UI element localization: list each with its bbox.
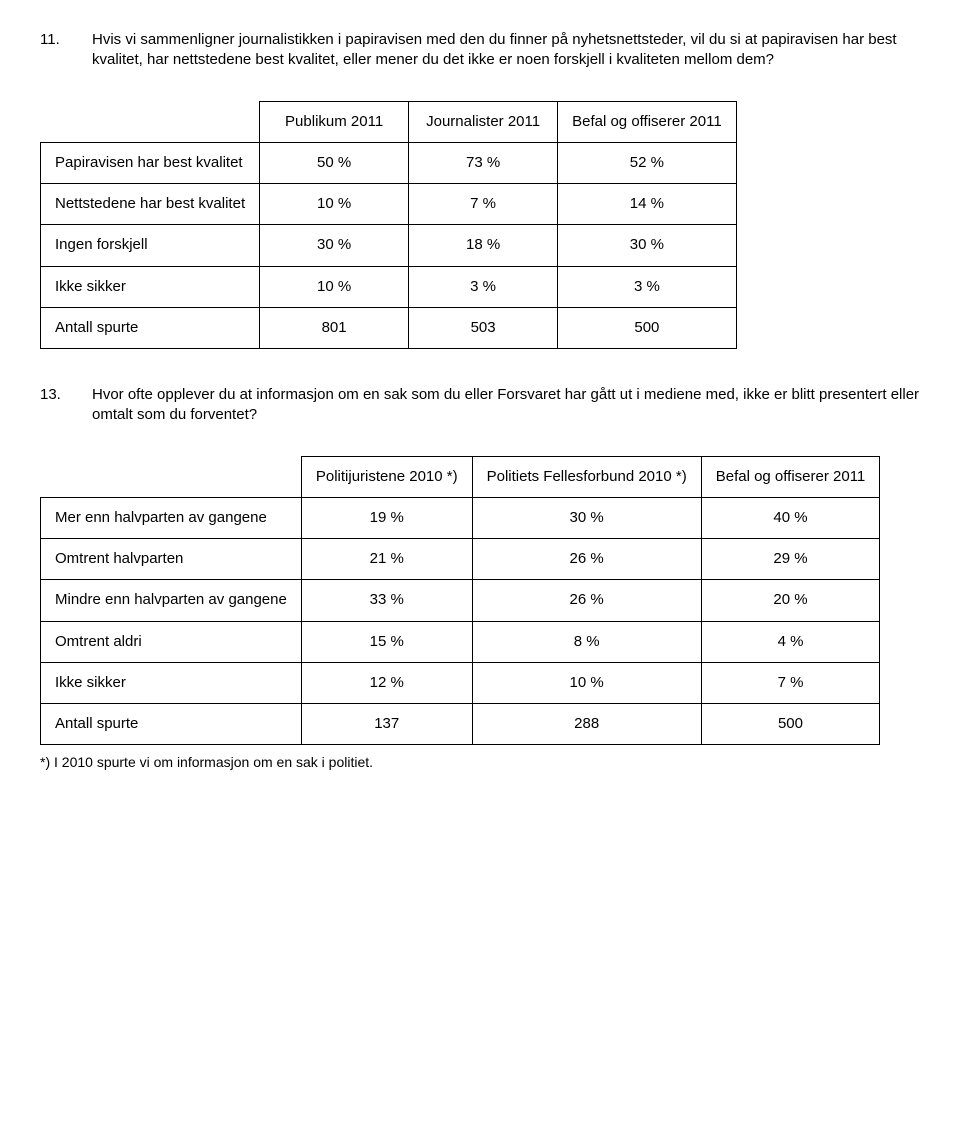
row-label: Omtrent halvparten [41,539,302,580]
question-number: 11. [40,30,68,71]
footnote: *) I 2010 spurte vi om informasjon om en… [40,753,920,772]
question-number: 13. [40,385,68,426]
question-11: 11. Hvis vi sammenligner journalistikken… [40,30,920,71]
table-q11: Publikum 2011 Journalister 2011 Befal og… [40,101,737,350]
row-label: Papiravisen har best kvalitet [41,142,260,183]
row-label: Antall spurte [41,307,260,348]
cell: 4 % [701,621,880,662]
cell: 10 % [260,184,409,225]
cell: 3 % [409,266,558,307]
cell: 500 [701,704,880,745]
cell: 73 % [409,142,558,183]
cell: 503 [409,307,558,348]
row-label: Antall spurte [41,704,302,745]
question-13: 13. Hvor ofte opplever du at informasjon… [40,385,920,426]
cell: 7 % [701,662,880,703]
cell: 52 % [558,142,737,183]
cell: 40 % [701,497,880,538]
col-header: Befal og offiserer 2011 [701,456,880,497]
cell: 30 % [260,225,409,266]
table-row: Ingen forskjell 30 % 18 % 30 % [41,225,737,266]
cell: 8 % [472,621,701,662]
cell: 26 % [472,580,701,621]
cell: 19 % [301,497,472,538]
cell: 30 % [558,225,737,266]
cell: 15 % [301,621,472,662]
table-corner [41,101,260,142]
row-label: Nettstedene har best kvalitet [41,184,260,225]
cell: 10 % [260,266,409,307]
cell: 137 [301,704,472,745]
cell: 21 % [301,539,472,580]
table-row: Omtrent halvparten 21 % 26 % 29 % [41,539,880,580]
cell: 20 % [701,580,880,621]
col-header: Befal og offiserer 2011 [558,101,737,142]
cell: 12 % [301,662,472,703]
cell: 801 [260,307,409,348]
table-q13: Politijuristene 2010 *) Politiets Felles… [40,456,880,746]
row-label: Ikke sikker [41,266,260,307]
table-corner [41,456,302,497]
table-row: Antall spurte 137 288 500 [41,704,880,745]
table-row: Ikke sikker 10 % 3 % 3 % [41,266,737,307]
table-row: Mindre enn halvparten av gangene 33 % 26… [41,580,880,621]
table-row: Mer enn halvparten av gangene 19 % 30 % … [41,497,880,538]
cell: 288 [472,704,701,745]
cell: 3 % [558,266,737,307]
table-row: Antall spurte 801 503 500 [41,307,737,348]
cell: 29 % [701,539,880,580]
question-text: Hvis vi sammenligner journalistikken i p… [92,30,920,71]
col-header: Politiets Fellesforbund 2010 *) [472,456,701,497]
table-row: Omtrent aldri 15 % 8 % 4 % [41,621,880,662]
table-row: Nettstedene har best kvalitet 10 % 7 % 1… [41,184,737,225]
col-header: Publikum 2011 [260,101,409,142]
cell: 50 % [260,142,409,183]
row-label: Ingen forskjell [41,225,260,266]
row-label: Omtrent aldri [41,621,302,662]
cell: 26 % [472,539,701,580]
cell: 14 % [558,184,737,225]
table-row: Papiravisen har best kvalitet 50 % 73 % … [41,142,737,183]
cell: 33 % [301,580,472,621]
row-label: Ikke sikker [41,662,302,703]
cell: 500 [558,307,737,348]
col-header: Politijuristene 2010 *) [301,456,472,497]
row-label: Mer enn halvparten av gangene [41,497,302,538]
cell: 30 % [472,497,701,538]
cell: 10 % [472,662,701,703]
row-label: Mindre enn halvparten av gangene [41,580,302,621]
table-row: Ikke sikker 12 % 10 % 7 % [41,662,880,703]
col-header: Journalister 2011 [409,101,558,142]
cell: 7 % [409,184,558,225]
cell: 18 % [409,225,558,266]
question-text: Hvor ofte opplever du at informasjon om … [92,385,920,426]
